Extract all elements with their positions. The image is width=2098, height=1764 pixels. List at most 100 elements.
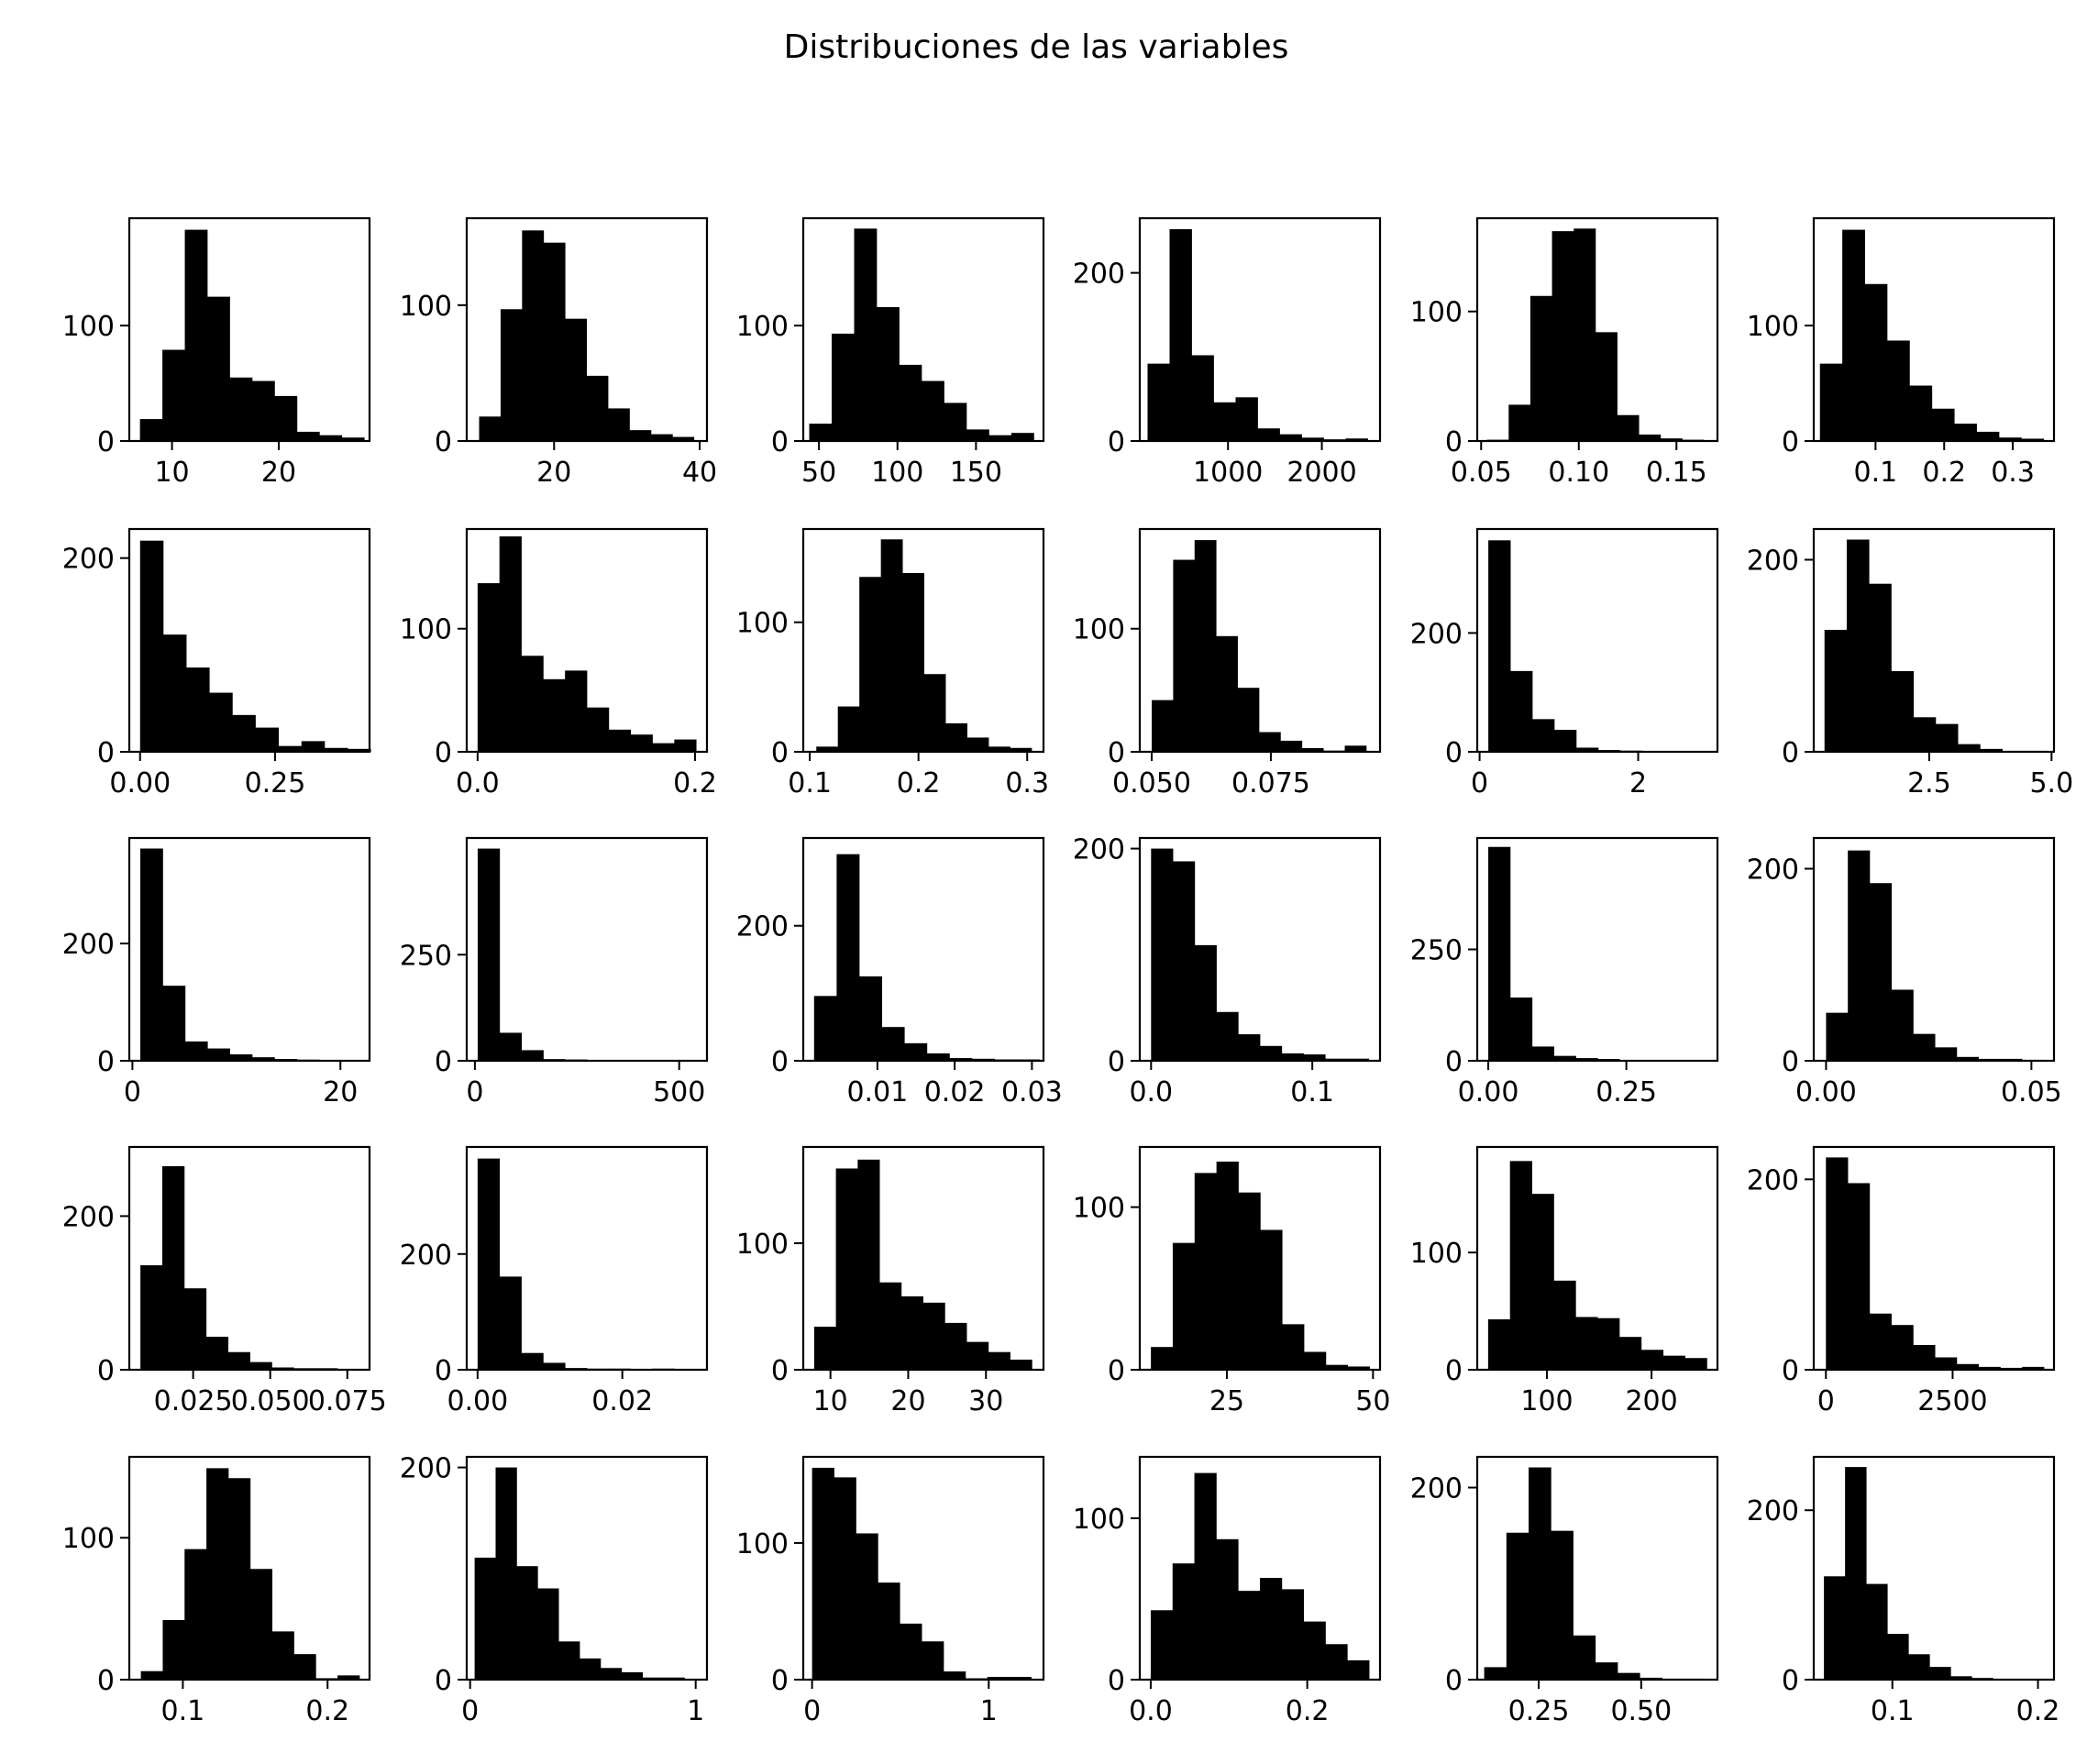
histogram-bar bbox=[1281, 1589, 1305, 1680]
x-tick-label: 1 bbox=[980, 1695, 998, 1727]
histogram-bar bbox=[1303, 1054, 1326, 1061]
histogram-bar bbox=[1551, 231, 1574, 441]
x-tick-label: 0.075 bbox=[308, 1385, 387, 1417]
histogram-bar bbox=[207, 1048, 230, 1061]
histogram-panel-15: 0.01 0.02 0.03 0 200 bbox=[736, 836, 1063, 1108]
histogram-panel-28: 0.0 0.2 0 100 bbox=[1073, 1455, 1382, 1727]
histogram-bar bbox=[650, 434, 673, 441]
axes-frame bbox=[1475, 1145, 1719, 1372]
histogram-bar bbox=[543, 678, 566, 752]
y-tick-label: 100 bbox=[736, 311, 789, 343]
histogram-bar bbox=[1998, 437, 2022, 441]
axes-frame bbox=[1812, 1455, 2056, 1681]
histogram-bar bbox=[206, 1468, 229, 1680]
x-tick-label: 0.03 bbox=[1001, 1076, 1063, 1108]
histogram-bar bbox=[642, 1677, 664, 1680]
y-tick-label: 100 bbox=[736, 1229, 789, 1261]
histogram-bar bbox=[1887, 1634, 1909, 1680]
histogram-bar bbox=[1152, 700, 1174, 752]
y-tick-label: 0 bbox=[1782, 737, 1799, 769]
x-tick-label: 0 bbox=[461, 1695, 479, 1727]
histogram-bar bbox=[1891, 1325, 1914, 1370]
histogram-bar bbox=[899, 364, 922, 441]
histogram-bar bbox=[857, 1159, 880, 1370]
axes-frame bbox=[1475, 527, 1719, 754]
y-tick-label: 0 bbox=[97, 426, 115, 458]
histogram-bar bbox=[988, 435, 1012, 441]
histogram-bar bbox=[1260, 1229, 1283, 1370]
x-tick-label: 0.3 bbox=[1005, 767, 1049, 799]
histogram-bar bbox=[1010, 433, 1034, 441]
histogram-bar bbox=[319, 435, 343, 441]
histogram-bar bbox=[943, 1671, 966, 1680]
x-tick-label: 0 bbox=[124, 1076, 141, 1108]
y-tick-label: 0 bbox=[1445, 1046, 1463, 1078]
histogram-bar bbox=[184, 1549, 207, 1680]
y-tick-label: 200 bbox=[1410, 1473, 1463, 1505]
histogram-panel-12: 2.5 5.0 0 200 bbox=[1747, 527, 2073, 799]
x-tick-label: 20 bbox=[261, 457, 296, 489]
histogram-bar bbox=[1553, 1280, 1576, 1370]
x-tick-label: 0.2 bbox=[673, 767, 717, 799]
y-tick-label: 0 bbox=[771, 426, 789, 458]
histogram-bar bbox=[348, 748, 371, 752]
histogram-bar bbox=[1237, 688, 1260, 752]
histogram-bar bbox=[1553, 1055, 1576, 1061]
histogram-bar bbox=[987, 1677, 1010, 1680]
y-tick-label: 200 bbox=[736, 911, 789, 943]
x-tick-label: 0.0 bbox=[1129, 1076, 1173, 1108]
y-tick-label: 0 bbox=[1445, 426, 1463, 458]
histogram-bar bbox=[184, 1041, 208, 1061]
histogram-bar bbox=[1216, 1538, 1239, 1680]
histogram-bar bbox=[565, 670, 588, 752]
histogram-bar bbox=[1506, 1532, 1529, 1680]
y-tick-label: 100 bbox=[1410, 1238, 1463, 1270]
histogram-panel-11: 0 2 0 200 bbox=[1410, 527, 1719, 799]
histogram-panel-21: 10 20 30 0 100 bbox=[736, 1145, 1045, 1417]
x-tick-label: 100 bbox=[871, 457, 923, 489]
histogram-bar bbox=[1344, 745, 1367, 752]
histogram-bar bbox=[834, 1477, 856, 1680]
histogram-bar bbox=[140, 1265, 163, 1370]
histogram-panel-24: 0 2500 0 200 bbox=[1747, 1145, 2056, 1417]
histogram-bar bbox=[1151, 848, 1174, 1061]
histogram-bar bbox=[477, 848, 501, 1061]
histogram-bar bbox=[255, 727, 280, 752]
histogram-bar bbox=[139, 419, 163, 441]
x-tick-label: 0.05 bbox=[1451, 457, 1512, 489]
axes-frame bbox=[465, 527, 709, 754]
histogram-bar bbox=[1257, 428, 1280, 441]
histogram-bar bbox=[630, 734, 653, 752]
x-tick-label: 0.2 bbox=[305, 1695, 349, 1727]
histogram-bar bbox=[1488, 540, 1511, 752]
histogram-bar bbox=[652, 743, 675, 752]
histogram-bar bbox=[1304, 1351, 1327, 1370]
histogram-bar bbox=[162, 1619, 185, 1680]
histogram-bar bbox=[1978, 1366, 2001, 1370]
x-tick-label: 20 bbox=[323, 1076, 358, 1108]
histogram-bar bbox=[816, 746, 839, 752]
histogram-bar bbox=[1869, 583, 1892, 752]
histogram-bar bbox=[521, 1050, 544, 1061]
histogram-bar bbox=[1842, 229, 1865, 441]
axes-frame bbox=[801, 216, 1045, 443]
histogram-bar bbox=[1508, 404, 1531, 441]
histogram-bar bbox=[966, 1341, 989, 1371]
axes-frame bbox=[801, 836, 1045, 1063]
x-tick-label: 2 bbox=[1629, 767, 1647, 799]
histogram-bar bbox=[812, 1467, 834, 1680]
histogram-panel-1: 10 20 0 100 bbox=[62, 216, 371, 489]
histogram-panel-16: 0.0 0.1 0 200 bbox=[1073, 834, 1382, 1108]
histogram-bar bbox=[271, 1367, 294, 1370]
y-tick-label: 0 bbox=[771, 1046, 789, 1078]
histogram-bar bbox=[1595, 1662, 1618, 1680]
axes-frame bbox=[801, 1145, 1045, 1372]
x-tick-label: 0.2 bbox=[897, 767, 941, 799]
histogram-bar bbox=[522, 230, 545, 441]
histogram-bar bbox=[1172, 1242, 1196, 1370]
histogram-bar bbox=[1216, 635, 1238, 752]
y-tick-label: 100 bbox=[62, 1523, 115, 1555]
histogram-bar bbox=[1913, 717, 1937, 752]
